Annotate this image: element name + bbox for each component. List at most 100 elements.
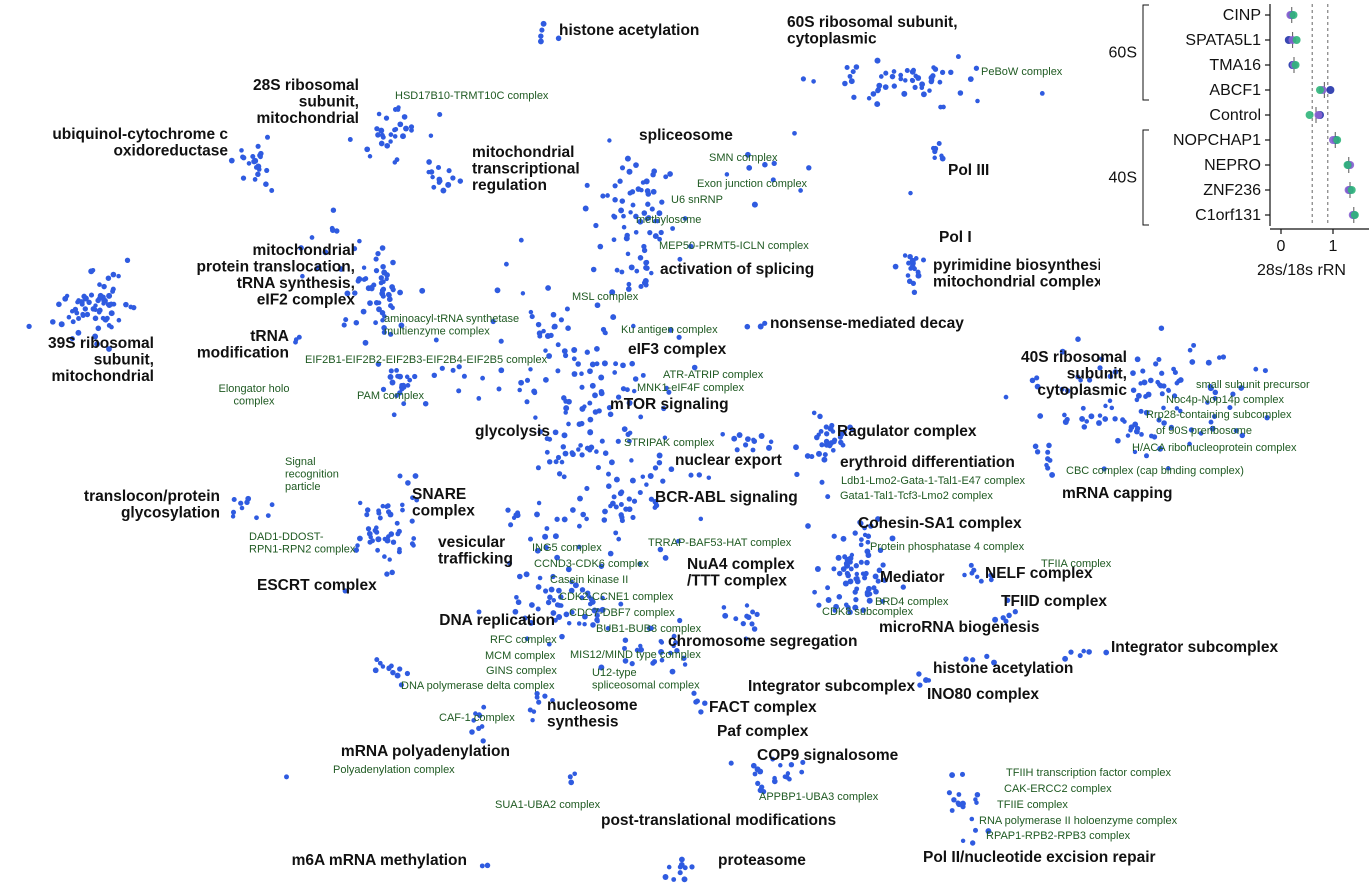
scatter-point <box>666 864 672 870</box>
scatter-point <box>230 509 237 515</box>
scatter-point <box>875 516 881 522</box>
scatter-point <box>480 375 485 381</box>
scatter-point <box>534 511 540 518</box>
scatter-point <box>395 531 401 537</box>
scatter-point <box>988 577 994 583</box>
scatter-point <box>874 57 881 64</box>
scatter-point <box>640 372 646 378</box>
scatter-point <box>381 325 387 331</box>
scatter-point <box>646 215 652 220</box>
scatter-point <box>392 134 398 139</box>
scatter-point <box>621 426 628 432</box>
scatter-point <box>628 264 635 271</box>
complex-label: ING5 complex <box>532 542 602 554</box>
complex-label: GINS complex <box>486 665 557 677</box>
complex-label: Rrp28-containing subcomplex <box>1146 409 1292 421</box>
scatter-point <box>66 314 72 320</box>
scatter-point <box>667 327 674 333</box>
scatter-point <box>94 341 101 348</box>
scatter-point <box>554 602 561 608</box>
scatter-point <box>898 76 904 82</box>
inset-plot: CINP SPATA5L1 TMA16 ABCF1 Control NOPCHAP1 NEP… <box>1100 0 1369 300</box>
scatter-point <box>691 690 697 696</box>
scatter-point <box>426 159 432 165</box>
complex-label: Casein kinase II <box>550 574 628 586</box>
scatter-point <box>476 609 482 615</box>
scatter-point <box>546 353 553 359</box>
scatter-point <box>618 512 624 518</box>
scatter-point <box>631 388 637 394</box>
scatter-point <box>1132 449 1138 455</box>
scatter-point <box>823 441 830 448</box>
scatter-point <box>390 539 397 545</box>
scatter-point <box>731 435 738 442</box>
scatter-point <box>788 762 795 768</box>
scatter-point <box>906 260 912 266</box>
scatter-point <box>698 709 704 715</box>
cluster-label: DNA replication <box>439 612 555 629</box>
scatter-point <box>76 298 81 303</box>
scatter-point <box>760 788 767 795</box>
scatter-point <box>605 193 610 198</box>
complex-label: SMN complex <box>709 152 778 164</box>
scatter-point <box>800 759 806 765</box>
scatter-point <box>411 536 417 541</box>
scatter-point <box>375 361 382 367</box>
scatter-point <box>1151 434 1158 440</box>
scatter-point <box>689 864 695 870</box>
scatter-point <box>1159 391 1165 397</box>
cluster-label: eIF3 complex <box>628 341 727 358</box>
scatter-point <box>850 69 856 75</box>
scatter-point <box>498 338 504 344</box>
scatter-point <box>540 20 547 27</box>
scatter-point <box>816 450 822 457</box>
scatter-point <box>1130 387 1137 393</box>
scatter-point <box>558 594 564 600</box>
scatter-point <box>847 609 853 615</box>
scatter-point <box>69 336 75 342</box>
scatter-point <box>745 151 751 158</box>
scatter-point <box>891 69 897 74</box>
row-label: ABCF1 <box>1209 82 1261 99</box>
scatter-point <box>1227 404 1233 411</box>
scatter-point <box>116 273 121 279</box>
scatter-point <box>1075 336 1081 342</box>
scatter-point <box>865 533 872 539</box>
complex-label: MEP50-PRMT5-ICLN complex <box>659 240 809 252</box>
scatter-point <box>528 309 534 315</box>
scatter-point <box>569 450 575 456</box>
scatter-point <box>1161 420 1167 426</box>
scatter-point <box>545 285 552 291</box>
scatter-point <box>404 374 410 380</box>
cluster-label: COP9 signalosome <box>757 747 899 764</box>
scatter-point <box>110 271 117 278</box>
scatter-point <box>529 314 535 320</box>
scatter-point <box>858 559 864 565</box>
scatter-point <box>344 290 351 297</box>
scatter-point <box>1147 377 1154 384</box>
scatter-point <box>380 664 386 669</box>
scatter-point <box>547 594 553 601</box>
complex-label: TFIIH transcription factor complex <box>1006 767 1172 779</box>
cluster-label: mTOR signaling <box>610 396 729 413</box>
scatter-point <box>440 187 447 194</box>
scatter-point <box>450 367 456 373</box>
scatter-point <box>978 578 984 584</box>
scatter-point <box>528 536 533 542</box>
scatter-point <box>1059 386 1065 392</box>
scatter-point <box>594 449 599 454</box>
scatter-point <box>857 519 863 525</box>
scatter-point <box>560 444 566 450</box>
scatter-point <box>405 383 411 388</box>
scatter-point <box>766 444 772 451</box>
scatter-point <box>622 645 627 651</box>
scatter-point <box>664 385 669 391</box>
scatter-point <box>800 76 806 82</box>
scatter-point <box>330 207 337 213</box>
scatter-point <box>839 431 845 437</box>
scatter-point <box>587 416 594 423</box>
scatter-point <box>811 410 817 416</box>
scatter-point <box>534 690 540 697</box>
scatter-point <box>561 348 568 355</box>
scatter-point <box>750 609 756 615</box>
